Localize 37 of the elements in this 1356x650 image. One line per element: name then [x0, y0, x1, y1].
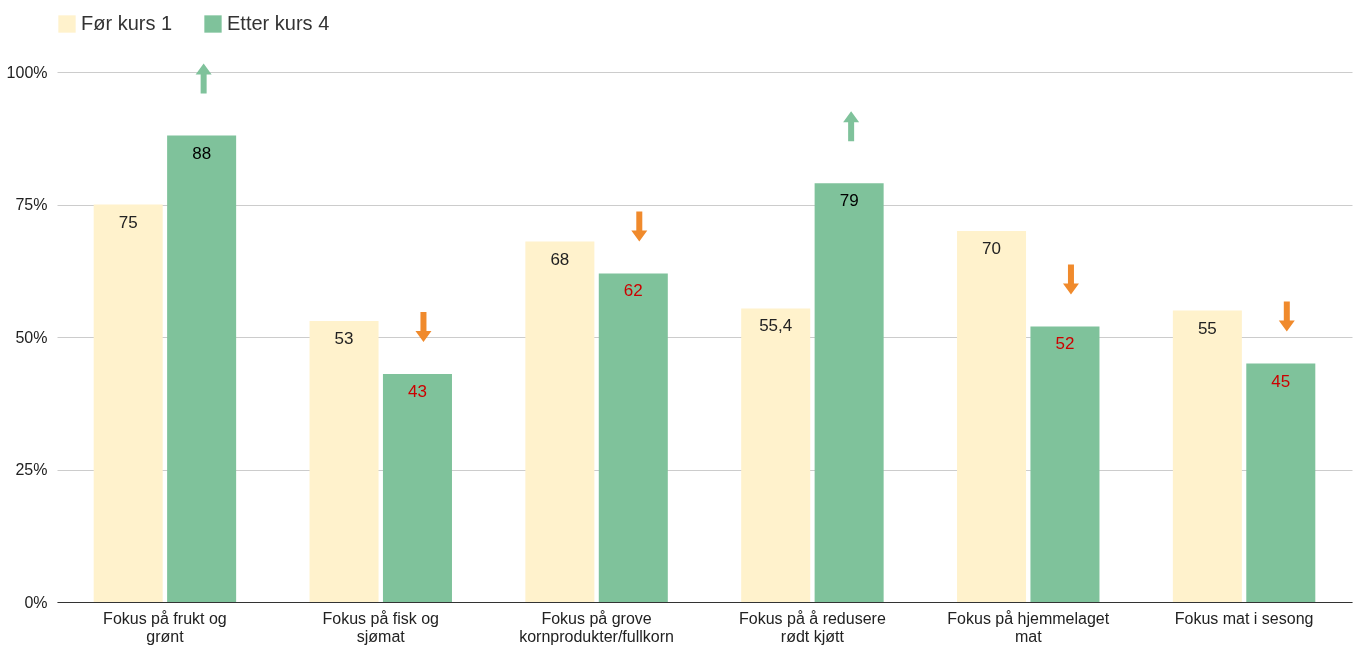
y-tick-label: 25%	[15, 461, 48, 478]
data-label: 62	[623, 281, 643, 301]
data-label: 45	[1271, 371, 1291, 391]
y-tick-label: 0%	[24, 593, 48, 611]
y-tick-label: 100%	[6, 63, 48, 81]
bar	[525, 241, 595, 602]
bar	[93, 204, 163, 602]
y-tick-label: 75%	[15, 196, 48, 213]
bar	[1030, 326, 1100, 602]
data-label: 53	[334, 329, 354, 349]
data-label: 55,4	[759, 316, 793, 336]
bar	[1172, 310, 1242, 602]
data-label: 55	[1197, 318, 1217, 338]
legend-label: Før kurs 1	[81, 12, 173, 34]
legend-label: Etter kurs 4	[227, 12, 330, 34]
bar	[598, 273, 668, 602]
x-tick-label: Fokus på frukt og grønt	[103, 609, 227, 645]
x-tick-label: Fokus på hjemmelaget mat	[947, 609, 1110, 645]
data-label: 88	[192, 143, 212, 163]
bar	[167, 135, 237, 602]
y-tick-label: 50%	[15, 328, 48, 346]
bar	[741, 308, 811, 602]
data-label: 68	[550, 249, 570, 269]
x-tick-label: Fokus på å redusere rødt kjøtt	[739, 609, 886, 645]
x-tick-label: Fokus mat i sesong	[1174, 609, 1314, 627]
bar	[382, 374, 452, 602]
data-label: 43	[408, 382, 427, 402]
x-tick-label: Fokus på fisk og sjømat	[322, 609, 439, 645]
bar	[1246, 363, 1316, 602]
x-tick-label: Fokus på grove kornprodukter/fullkorn	[519, 609, 674, 645]
bar	[814, 183, 884, 602]
bar	[309, 321, 379, 602]
data-label: 79	[839, 191, 859, 211]
bar	[957, 231, 1027, 602]
data-label: 70	[982, 239, 1001, 258]
data-label: 52	[1055, 334, 1075, 354]
data-label: 75	[118, 212, 138, 232]
